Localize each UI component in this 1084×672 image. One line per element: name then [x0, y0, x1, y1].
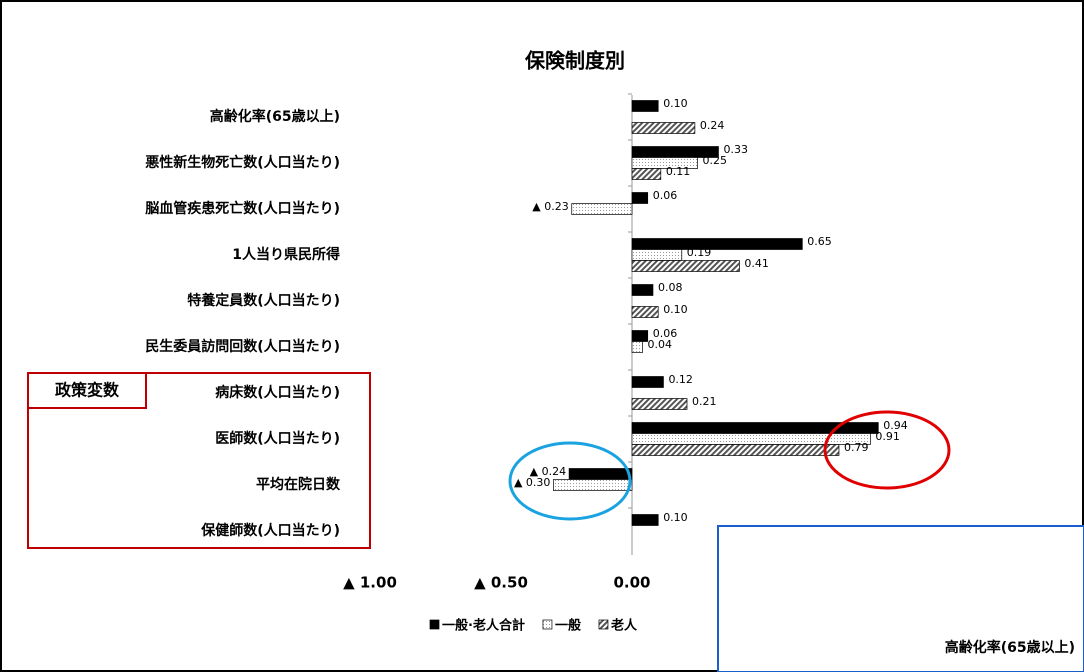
bar — [631, 330, 649, 342]
legend-swatch — [598, 619, 609, 630]
bar — [631, 398, 688, 410]
value-label: 0.25 — [703, 154, 728, 167]
bar — [631, 192, 649, 204]
bar — [631, 122, 696, 134]
bar — [631, 100, 659, 112]
x-tick-label: 0.00 — [613, 574, 650, 592]
category-label: 高齢化率(65歳以上) — [210, 108, 340, 125]
value-label: 0.10 — [663, 511, 688, 524]
value-label: 0.24 — [700, 119, 725, 132]
category-label: 平均在院日数 — [256, 476, 341, 493]
policy-box-label: 政策変数 — [55, 381, 120, 400]
value-label: 0.94 — [883, 419, 908, 432]
category-label: 悪性新生物死亡数(人口当たり) — [145, 154, 340, 171]
value-label: ▲ 0.24 — [530, 465, 566, 478]
bar — [631, 238, 803, 250]
category-label: 脳血管疾患死亡数(人口当たり) — [145, 200, 340, 217]
value-label: 0.10 — [663, 303, 688, 316]
policy-box-label-frame — [27, 372, 147, 409]
value-label: 0.41 — [744, 257, 769, 270]
value-label: 0.33 — [723, 143, 748, 156]
overlay-label: 高齢化率(65歳以上) — [945, 639, 1075, 656]
value-label: 0.19 — [687, 246, 712, 259]
legend-swatch — [429, 619, 440, 630]
bar — [568, 468, 633, 480]
bar — [631, 306, 659, 318]
value-label: 0.65 — [807, 235, 832, 248]
value-label: 0.12 — [668, 373, 693, 386]
x-tick-label: ▲ 1.00 — [343, 574, 397, 592]
value-label: 0.21 — [692, 395, 717, 408]
legend-swatch — [542, 619, 553, 630]
red-highlight — [823, 410, 951, 490]
value-label: 0.06 — [653, 327, 678, 340]
value-label: ▲ 0.30 — [514, 476, 550, 489]
bar — [631, 341, 643, 353]
plot-area: 高齢化率(65歳以上) 悪性新生物死亡数(人口当たり) 脳血管疾患死亡数(人口当たり… — [145, 93, 908, 634]
legend-label: 一般 — [555, 618, 581, 634]
legend-label: 老人 — [610, 618, 638, 634]
legend-label: 一般·老人合計 — [442, 618, 525, 634]
category-label: 保健師数(人口当たり) — [200, 522, 340, 539]
bar — [631, 433, 871, 445]
value-label: 0.91 — [875, 430, 900, 443]
overlay-window — [717, 525, 1084, 672]
value-label: 0.08 — [658, 281, 683, 294]
bar — [631, 168, 662, 180]
value-label: 0.11 — [666, 165, 691, 178]
bar — [631, 444, 840, 456]
bar — [631, 260, 740, 272]
value-label: 0.06 — [653, 189, 678, 202]
bar — [631, 249, 683, 261]
value-label: 0.10 — [663, 97, 688, 110]
category-label: 1人当り県民所得 — [232, 246, 340, 263]
category-label: 病床数(人口当たり) — [215, 384, 340, 401]
bar — [631, 284, 654, 296]
policy-box — [27, 372, 371, 549]
bar — [631, 376, 664, 388]
bar — [571, 203, 633, 215]
x-tick-label: ▲ 0.50 — [474, 574, 528, 592]
category-label: 医師数(人口当たり) — [215, 430, 340, 447]
bar — [631, 514, 659, 526]
value-label: 0.04 — [647, 338, 672, 351]
category-label: 民生委員訪問回数(人口当たり) — [145, 338, 340, 355]
bar — [553, 479, 633, 491]
bar — [631, 157, 698, 169]
category-label: 特養定員数(人口当たり) — [187, 292, 340, 309]
blue-highlight — [508, 441, 632, 521]
value-label: ▲ 0.23 — [532, 200, 568, 213]
value-label: 0.79 — [844, 441, 869, 454]
chart-title: 保険制度別 — [524, 49, 625, 73]
